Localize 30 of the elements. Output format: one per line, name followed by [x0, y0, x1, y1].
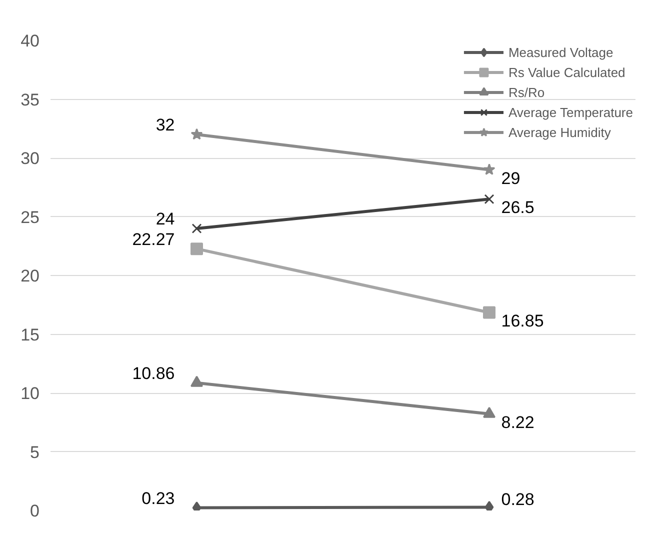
point	[192, 224, 202, 234]
data-label: 0.23	[142, 488, 175, 508]
data-label: 32	[156, 116, 175, 134]
y-tick-label: 20	[20, 266, 40, 286]
data-label: 29	[501, 168, 520, 188]
data-label: 22.27	[132, 230, 175, 249]
data-label: 8.22	[501, 412, 534, 432]
point	[190, 242, 203, 256]
legend-label: Average Temperature	[508, 104, 633, 120]
y-tick-label: 35	[20, 90, 40, 110]
data-label: 24	[156, 210, 175, 228]
y-tick-label: 0	[30, 502, 40, 520]
legend-label: Measured Voltage	[508, 44, 614, 60]
point	[484, 194, 494, 204]
data-label: 0.28	[501, 490, 534, 510]
legend-label: Rs/Ro	[508, 84, 545, 100]
legend-label: Rs Value Calculated	[508, 64, 626, 80]
y-tick-label: 30	[20, 149, 40, 168]
data-label: 26.5	[501, 198, 534, 218]
point	[483, 164, 496, 175]
point	[190, 128, 203, 140]
data-label: 10.86	[132, 364, 175, 383]
y-tick-label: 15	[20, 325, 40, 344]
y-tick-label: 25	[20, 208, 40, 227]
y-tick-label: 10	[20, 384, 40, 403]
y-tick-label: 40	[20, 32, 40, 50]
point	[483, 306, 496, 319]
data-label: 16.85	[501, 312, 544, 331]
legend-label: Average Humidity	[508, 124, 611, 140]
y-tick-label: 5	[30, 442, 40, 462]
